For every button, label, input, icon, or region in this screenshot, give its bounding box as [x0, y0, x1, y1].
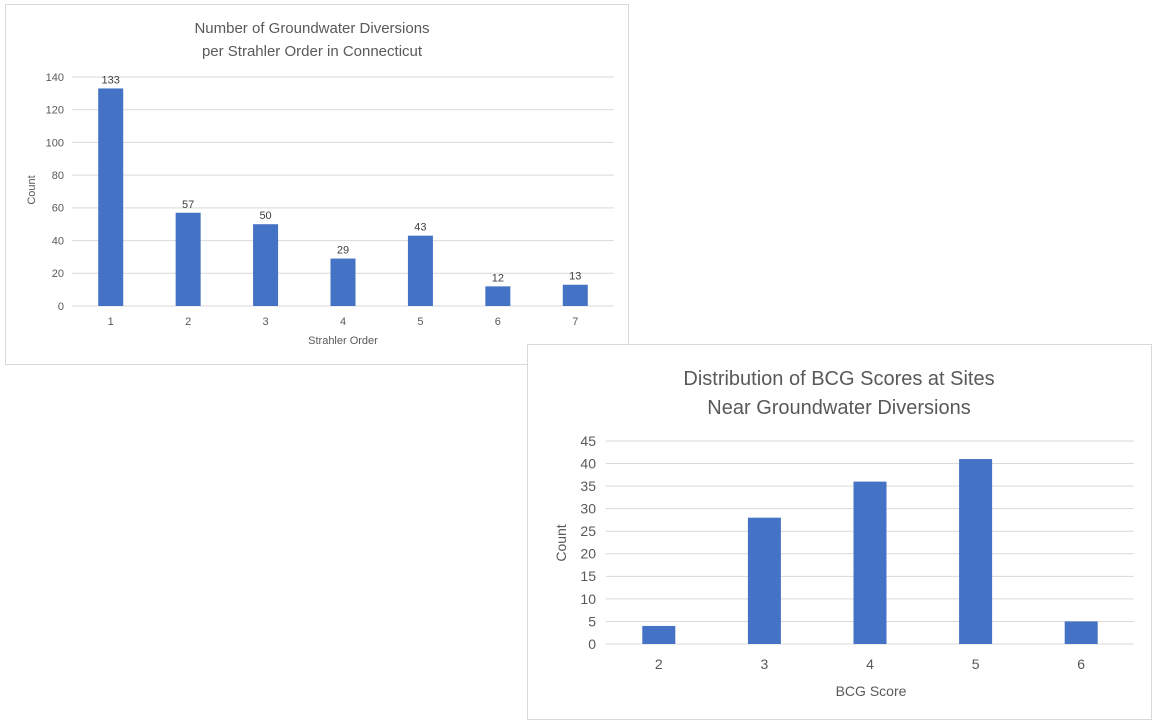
bar — [747, 517, 781, 644]
bcg-score-chart-panel: Distribution of BCG Scores at Sites Near… — [527, 344, 1152, 720]
bars — [642, 459, 1098, 644]
bars — [98, 88, 588, 306]
y-tick-label: 80 — [52, 170, 64, 182]
bar — [407, 235, 433, 306]
y-tick-label: 25 — [580, 523, 596, 539]
x-tick-label: 7 — [572, 316, 578, 328]
y-tick-label: 30 — [580, 501, 596, 517]
x-tick-label: 4 — [340, 316, 346, 328]
data-label: 13 — [569, 271, 581, 283]
chart-title-line-2: Near Groundwater Diversions — [707, 397, 970, 419]
x-axis-ticks: 1 2 3 4 5 6 7 — [108, 316, 579, 328]
y-tick-label: 60 — [52, 203, 64, 215]
y-tick-label: 5 — [588, 613, 596, 629]
gridlines — [72, 76, 614, 307]
bar — [330, 258, 356, 306]
x-tick-label: 5 — [417, 316, 423, 328]
y-axis-title: Count — [553, 524, 569, 561]
x-tick-label: 3 — [761, 656, 769, 672]
y-tick-label: 35 — [580, 478, 596, 494]
y-tick-label: 40 — [52, 235, 64, 247]
data-labels: 133 57 50 29 43 12 13 — [102, 74, 582, 284]
chart-title-line-1: Distribution of BCG Scores at Sites — [683, 368, 994, 390]
y-tick-label: 120 — [46, 105, 64, 117]
strahler-order-chart: Number of Groundwater Diversions per Str… — [26, 20, 614, 347]
bcg-score-chart: Distribution of BCG Scores at Sites Near… — [553, 368, 1134, 699]
y-tick-label: 20 — [52, 268, 64, 280]
x-tick-label: 1 — [108, 316, 114, 328]
y-tick-label: 0 — [58, 301, 64, 313]
y-tick-label: 100 — [46, 137, 64, 149]
data-label: 29 — [337, 245, 349, 257]
bar — [175, 212, 201, 306]
x-tick-label: 6 — [495, 316, 501, 328]
y-tick-label: 140 — [46, 72, 64, 84]
x-axis-title: Strahler Order — [308, 335, 378, 347]
y-axis-ticks: 0 20 40 60 80 100 120 140 — [46, 72, 64, 313]
bar — [642, 625, 676, 644]
chart-title-line-2: per Strahler Order in Connecticut — [202, 43, 423, 60]
bar — [253, 224, 279, 306]
bar — [1064, 621, 1098, 644]
x-axis-title: BCG Score — [836, 683, 907, 699]
y-axis-ticks: 0 5 10 15 20 25 30 35 40 45 — [580, 433, 596, 652]
data-label: 50 — [259, 210, 271, 222]
strahler-order-chart-panel: Number of Groundwater Diversions per Str… — [5, 4, 629, 365]
y-tick-label: 20 — [580, 546, 596, 562]
x-tick-label: 2 — [185, 316, 191, 328]
x-tick-label: 3 — [263, 316, 269, 328]
x-axis-ticks: 2 3 4 5 6 — [655, 656, 1085, 672]
y-tick-label: 45 — [580, 433, 596, 449]
data-label: 12 — [492, 272, 504, 284]
bar — [98, 88, 124, 306]
bar — [959, 459, 993, 644]
y-tick-label: 15 — [580, 568, 596, 584]
y-tick-label: 40 — [580, 455, 596, 471]
data-label: 43 — [414, 222, 426, 234]
y-tick-label: 0 — [588, 636, 596, 652]
chart-title-line-1: Number of Groundwater Diversions — [194, 20, 429, 37]
bar — [562, 284, 588, 306]
y-tick-label: 10 — [580, 591, 596, 607]
bar — [485, 286, 511, 306]
data-label: 57 — [182, 199, 194, 211]
x-tick-label: 5 — [972, 656, 980, 672]
x-tick-label: 2 — [655, 656, 663, 672]
data-label: 133 — [102, 74, 120, 86]
bar — [853, 481, 887, 644]
x-tick-label: 6 — [1077, 656, 1085, 672]
x-tick-label: 4 — [866, 656, 874, 672]
y-axis-title: Count — [26, 175, 38, 204]
